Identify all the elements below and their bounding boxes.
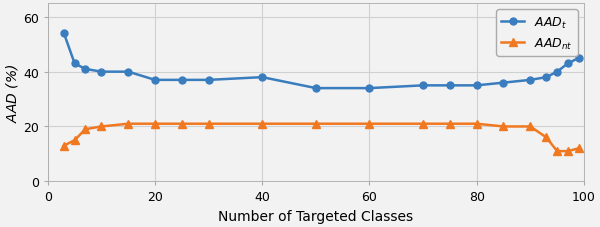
$AAD_t$ <box>151 79 158 82</box>
Line: $AAD_{nt}$: $AAD_{nt}$ <box>60 120 583 155</box>
$AAD_{nt}$ <box>178 123 185 126</box>
$AAD_{nt}$ <box>575 147 582 150</box>
$AAD_t$ <box>543 76 550 79</box>
$AAD_t$ <box>419 85 427 87</box>
$AAD_t$ <box>446 85 454 87</box>
$AAD_{nt}$ <box>259 123 266 126</box>
$AAD_t$ <box>178 79 185 82</box>
$AAD_{nt}$ <box>543 136 550 139</box>
$AAD_{nt}$ <box>151 123 158 126</box>
$AAD_t$ <box>473 85 480 87</box>
$AAD_{nt}$ <box>564 150 571 153</box>
Y-axis label: $AAD$ (%): $AAD$ (%) <box>4 63 20 122</box>
$AAD_t$ <box>527 79 534 82</box>
$AAD_t$ <box>500 82 507 85</box>
$AAD_{nt}$ <box>500 126 507 128</box>
$AAD_{nt}$ <box>205 123 212 126</box>
$AAD_{nt}$ <box>527 126 534 128</box>
$AAD_t$ <box>205 79 212 82</box>
X-axis label: Number of Targeted Classes: Number of Targeted Classes <box>218 209 413 223</box>
$AAD_{nt}$ <box>82 128 89 131</box>
$AAD_{nt}$ <box>446 123 454 126</box>
$AAD_t$ <box>98 71 105 74</box>
$AAD_t$ <box>366 87 373 90</box>
$AAD_t$ <box>564 63 571 66</box>
$AAD_t$ <box>312 87 319 90</box>
$AAD_{nt}$ <box>125 123 132 126</box>
$AAD_{nt}$ <box>473 123 480 126</box>
$AAD_t$ <box>259 76 266 79</box>
$AAD_{nt}$ <box>61 145 68 147</box>
$AAD_{nt}$ <box>366 123 373 126</box>
$AAD_t$ <box>71 63 78 66</box>
$AAD_{nt}$ <box>71 139 78 142</box>
$AAD_t$ <box>61 33 68 35</box>
$AAD_t$ <box>553 71 560 74</box>
$AAD_{nt}$ <box>553 150 560 153</box>
$AAD_{nt}$ <box>98 126 105 128</box>
$AAD_{nt}$ <box>312 123 319 126</box>
$AAD_t$ <box>82 68 89 71</box>
$AAD_t$ <box>575 57 582 60</box>
$AAD_t$ <box>125 71 132 74</box>
Legend: $AAD_t$, $AAD_{nt}$: $AAD_t$, $AAD_{nt}$ <box>496 10 578 57</box>
Line: $AAD_t$: $AAD_t$ <box>61 31 582 92</box>
$AAD_{nt}$ <box>419 123 427 126</box>
